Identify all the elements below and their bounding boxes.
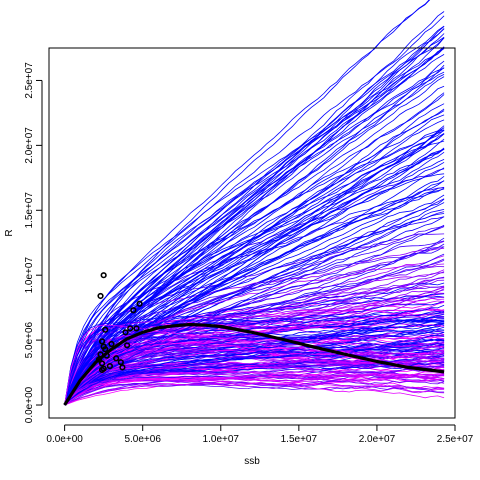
y-axis-title: R <box>4 229 15 236</box>
simulation-path <box>64 315 445 406</box>
observation-point <box>113 355 120 362</box>
simulation-path <box>64 379 445 406</box>
observation-point <box>97 351 104 358</box>
simulation-path <box>64 209 445 406</box>
observation-point <box>130 307 137 314</box>
simulation-path <box>64 311 445 406</box>
x-tick-label: 2.5e+07 <box>437 434 474 445</box>
simulation-path <box>64 168 445 406</box>
x-tick-label: 5.0e+06 <box>124 434 161 445</box>
observation-point <box>97 292 104 300</box>
simulation-path <box>64 379 445 406</box>
x-tick-label: 2.0e+07 <box>359 434 396 445</box>
observation-point <box>122 329 129 336</box>
simulation-path <box>64 161 445 406</box>
simulation-path <box>64 349 445 406</box>
y-tick-label: 2.0e+07 <box>24 127 35 164</box>
observation-point <box>106 362 113 370</box>
observation-point <box>102 346 109 353</box>
simulation-path <box>64 300 445 406</box>
plot-frame <box>48 47 456 419</box>
simulation-path <box>64 373 445 406</box>
simulation-path <box>64 347 445 406</box>
observation-points <box>95 272 143 374</box>
fitted-curve <box>63 322 445 406</box>
x-tick-label: 1.5e+07 <box>281 434 318 445</box>
x-axis-title: ssb <box>244 456 260 467</box>
simulation-path <box>64 37 445 406</box>
simulation-path <box>64 76 445 406</box>
y-tick-label: 2.5e+07 <box>24 62 35 99</box>
observation-point <box>136 300 143 307</box>
observation-point <box>103 352 110 359</box>
simulation-path <box>64 349 445 406</box>
simulation-path <box>64 248 445 406</box>
simulation-path <box>64 285 445 406</box>
simulation-path <box>64 313 445 406</box>
simulation-path <box>64 372 445 406</box>
x-axis: 0.0e+00 5.0e+06 1.0e+07 1.5e+07 2.0e+07 2.5e+… <box>46 424 474 445</box>
observation-point <box>98 366 106 374</box>
simulation-path <box>64 243 445 406</box>
y-tick-label: 1.5e+07 <box>24 192 35 229</box>
simulation-path <box>64 67 445 406</box>
simulation-path <box>64 304 445 406</box>
observation-point <box>95 356 103 363</box>
y-tick-label: 1.0e+07 <box>24 257 35 294</box>
x-tick-label: 1.0e+07 <box>203 434 240 445</box>
observation-point <box>98 360 106 367</box>
observation-point <box>108 340 115 348</box>
simulation-path <box>64 25 445 406</box>
simulation-path <box>64 293 445 406</box>
observation-point <box>100 272 107 279</box>
simulation-path <box>64 33 445 406</box>
observation-point <box>127 325 134 332</box>
observation-point <box>119 364 126 371</box>
simulation-path <box>64 71 445 406</box>
simulation-path <box>64 125 445 406</box>
observation-point <box>117 359 124 366</box>
simulation-path <box>64 277 445 406</box>
simulation-path <box>64 253 445 406</box>
simulation-path <box>64 54 445 406</box>
observation-point <box>98 338 106 345</box>
x-tick-label: 0.0e+00 <box>46 434 83 445</box>
observation-point <box>102 326 109 333</box>
observation-point <box>133 325 140 332</box>
simulation-path <box>64 60 445 406</box>
simulation-path <box>64 74 445 406</box>
observation-point <box>123 342 131 349</box>
fitted-curve-group <box>63 322 445 406</box>
simulation-path <box>64 0 431 406</box>
simulation-path <box>64 151 445 406</box>
y-tick-label: 0.0e+00 <box>24 386 35 423</box>
simulation-path <box>64 371 445 406</box>
y-axis: 0.0e+00 5.0e+06 1.0e+07 1.5e+07 2.0e+07 2.5e+… <box>24 62 43 423</box>
simulation-path <box>64 343 445 406</box>
simulation-path <box>64 119 445 406</box>
simulation-path <box>64 15 445 406</box>
simulation-path <box>64 383 445 406</box>
simulation-path <box>64 364 445 406</box>
simulation-path <box>64 366 445 406</box>
simulation-path <box>64 28 445 406</box>
simulation-path <box>64 148 445 406</box>
y-tick-label: 5.0e+06 <box>24 321 35 358</box>
